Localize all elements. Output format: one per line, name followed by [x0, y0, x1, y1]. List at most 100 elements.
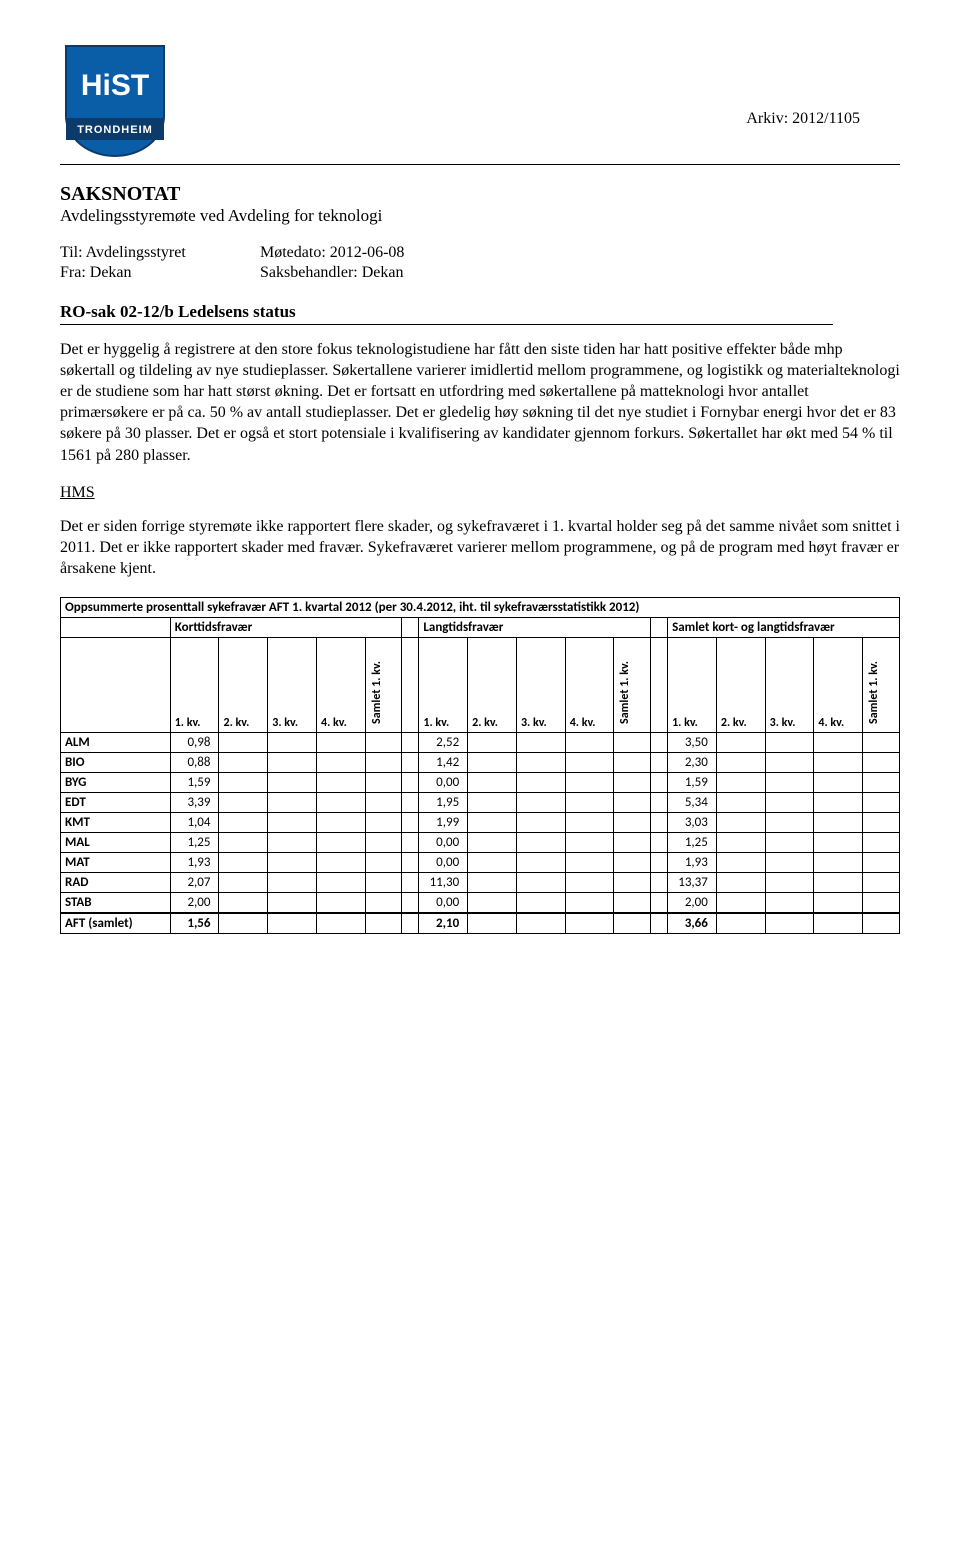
- cell-value: 1,95: [419, 792, 468, 812]
- cell-empty: [317, 732, 366, 752]
- cell-value: 1,25: [668, 832, 717, 852]
- cell-value: 11,30: [419, 872, 468, 892]
- cell-empty: [219, 913, 268, 934]
- cell-samlet: [863, 812, 900, 832]
- cell-empty: [716, 832, 765, 852]
- cell-empty: [516, 792, 565, 812]
- cell-samlet: [863, 832, 900, 852]
- spacer: [402, 637, 419, 732]
- cell-empty: [716, 772, 765, 792]
- cell-empty: [765, 792, 814, 812]
- cell-empty: [516, 752, 565, 772]
- cell-empty: [468, 892, 517, 913]
- cell-empty: [317, 913, 366, 934]
- cell-samlet: [863, 732, 900, 752]
- table-row: KMT1,041,993,03: [61, 812, 900, 832]
- table-row: BIO0,881,422,30: [61, 752, 900, 772]
- cell-empty: [565, 832, 614, 852]
- cell-value: 2,30: [668, 752, 717, 772]
- cell-empty: [765, 913, 814, 934]
- cell-empty: [516, 892, 565, 913]
- cell-empty: [468, 913, 517, 934]
- cell-value: 2,10: [419, 913, 468, 934]
- cell-empty: [814, 892, 863, 913]
- cell-value: 2,00: [668, 892, 717, 913]
- hms-heading: HMS: [60, 484, 900, 502]
- meta-fra: Fra: Dekan: [60, 264, 240, 282]
- col-kv: 4. kv.: [565, 637, 614, 732]
- cell-empty: [468, 852, 517, 872]
- cell-empty: [716, 792, 765, 812]
- cell-empty: [716, 872, 765, 892]
- cell-value: 1,93: [668, 852, 717, 872]
- cell-empty: [765, 732, 814, 752]
- cell-empty: [716, 913, 765, 934]
- cell-empty: [516, 772, 565, 792]
- cell-empty: [814, 732, 863, 752]
- table-row: MAT1,930,001,93: [61, 852, 900, 872]
- cell-empty: [765, 872, 814, 892]
- cell-empty: [268, 913, 317, 934]
- logo-text-bottom: TRONDHEIM: [77, 124, 153, 136]
- arkiv-reference: Arkiv: 2012/1105: [746, 110, 860, 128]
- cell-empty: [268, 892, 317, 913]
- col-samlet: Samlet 1. kv.: [863, 637, 900, 732]
- cell-empty: [268, 752, 317, 772]
- spacer: [651, 617, 668, 637]
- cell-samlet: [614, 732, 651, 752]
- cell-empty: [516, 732, 565, 752]
- cell-empty: [468, 872, 517, 892]
- col-kv: 2. kv.: [219, 637, 268, 732]
- cell-empty: [814, 913, 863, 934]
- col-kv: 3. kv.: [268, 637, 317, 732]
- table-title: Oppsummerte prosenttall sykefravær AFT 1…: [61, 597, 900, 617]
- cell-empty: [516, 852, 565, 872]
- cell-empty: [268, 772, 317, 792]
- cell-empty: [814, 832, 863, 852]
- spacer: [402, 913, 419, 934]
- col-kv: 3. kv.: [765, 637, 814, 732]
- spacer: [402, 732, 419, 752]
- cell-empty: [268, 812, 317, 832]
- spacer: [651, 892, 668, 913]
- row-label: RAD: [61, 872, 171, 892]
- spacer: [651, 832, 668, 852]
- cell-empty: [565, 792, 614, 812]
- cell-samlet: [614, 872, 651, 892]
- cell-empty: [468, 772, 517, 792]
- cell-empty: [219, 852, 268, 872]
- spacer: [651, 872, 668, 892]
- meta-saksbehandler: Saksbehandler: Dekan: [260, 264, 900, 282]
- col-kv: 1. kv.: [668, 637, 717, 732]
- cell-value: 3,66: [668, 913, 717, 934]
- row-label: MAL: [61, 832, 171, 852]
- cell-samlet: [614, 812, 651, 832]
- cell-empty: [219, 792, 268, 812]
- cell-empty: [765, 812, 814, 832]
- meta-motedato: Møtedato: 2012-06-08: [260, 244, 900, 262]
- cell-samlet: [365, 852, 402, 872]
- cell-samlet: [614, 913, 651, 934]
- cell-empty: [219, 892, 268, 913]
- cell-samlet: [863, 892, 900, 913]
- paragraph-2: Det er siden forrige styremøte ikke rapp…: [60, 516, 900, 579]
- spacer: [402, 852, 419, 872]
- cell-samlet: [863, 792, 900, 812]
- cell-empty: [219, 732, 268, 752]
- cell-value: 3,03: [668, 812, 717, 832]
- col-kv: 2. kv.: [468, 637, 517, 732]
- cell-empty: [268, 792, 317, 812]
- cell-value: 0,98: [170, 732, 219, 752]
- group-korttid: Korttidsfravær: [170, 617, 402, 637]
- cell-value: 1,59: [668, 772, 717, 792]
- cell-value: 1,59: [170, 772, 219, 792]
- cell-value: 0,00: [419, 852, 468, 872]
- cell-empty: [219, 752, 268, 772]
- cell-empty: [317, 752, 366, 772]
- cell-samlet: [365, 832, 402, 852]
- cell-samlet: [614, 772, 651, 792]
- cell-value: 1,25: [170, 832, 219, 852]
- cell-samlet: [614, 752, 651, 772]
- cell-empty: [468, 812, 517, 832]
- table-corner: [61, 617, 171, 637]
